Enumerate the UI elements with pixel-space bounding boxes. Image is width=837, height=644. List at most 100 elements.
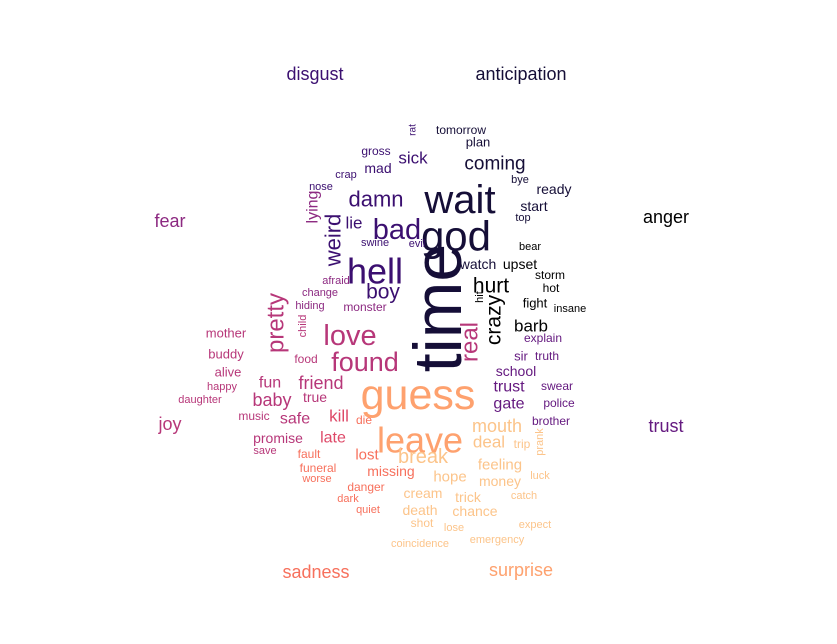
- cloud-word-coming: coming: [464, 154, 525, 175]
- cloud-word-danger: danger: [347, 480, 384, 494]
- cloud-word-mother: mother: [206, 326, 247, 341]
- category-labels: disgust anticipation fear anger joy trus…: [154, 64, 689, 582]
- cloud-word-alive: alive: [215, 365, 242, 380]
- cloud-word-worse: worse: [301, 473, 331, 485]
- cloud-word-sick: sick: [398, 149, 428, 168]
- cloud-word-die: die: [356, 413, 372, 427]
- cloud-word-dark: dark: [337, 493, 359, 505]
- cloud-word-daughter: daughter: [178, 394, 222, 406]
- cloud-word-top: top: [515, 212, 530, 224]
- cloud-word-fun: fun: [259, 375, 281, 392]
- cloud-word-feeling: feeling: [478, 457, 522, 474]
- cloud-word-luck: luck: [530, 470, 550, 482]
- category-label-anticipation: anticipation: [475, 64, 566, 84]
- category-label-disgust: disgust: [286, 64, 343, 84]
- cloud-word-storm: storm: [535, 268, 565, 282]
- cloud-word-trip: trip: [514, 437, 531, 451]
- cloud-word-truth: truth: [535, 349, 559, 363]
- cloud-word-money: money: [479, 473, 521, 489]
- cloud-word-afraid: afraid: [322, 275, 350, 287]
- cloud-word-catch: catch: [511, 490, 537, 502]
- cloud-word-explain: explain: [524, 331, 562, 345]
- cloud-word-brother: brother: [532, 414, 570, 428]
- cloud-word-pretty: pretty: [263, 293, 290, 353]
- category-label-trust: trust: [648, 416, 683, 436]
- cloud-word-weird: weird: [321, 214, 346, 268]
- cloud-word-nose: nose: [309, 181, 333, 193]
- cloud-word-upset: upset: [503, 256, 537, 272]
- cloud-word-trust: trust: [493, 379, 525, 396]
- cloud-word-swear: swear: [541, 379, 573, 393]
- cloud-word-watch: watch: [459, 256, 497, 272]
- cloud-word-happy: happy: [207, 381, 237, 393]
- cloud-word-quiet: quiet: [356, 504, 380, 516]
- cloud-word-music: music: [238, 409, 269, 423]
- cloud-word-god: god: [421, 213, 491, 260]
- cloud-word-found: found: [331, 347, 399, 377]
- cloud-word-fight: fight: [523, 296, 548, 311]
- cloud-word-lost: lost: [355, 447, 379, 464]
- cloud-word-gross: gross: [361, 144, 390, 158]
- cloud-word-promise: promise: [253, 430, 303, 446]
- cloud-word-plan: plan: [466, 135, 491, 150]
- cloud-word-insane: insane: [554, 303, 586, 315]
- cloud-word-deal: deal: [473, 433, 505, 452]
- cloud-word-bad: bad: [373, 214, 421, 246]
- cloud-word-hell: hell: [347, 251, 403, 292]
- cloud-word-friend: friend: [298, 373, 343, 393]
- cloud-word-hope: hope: [433, 469, 466, 486]
- cloud-word-gate: gate: [493, 396, 524, 413]
- cloud-word-rat: rat: [408, 124, 419, 136]
- cloud-word-tomorrow: tomorrow: [436, 123, 486, 137]
- cloud-word-shot: shot: [411, 516, 434, 530]
- cloud-word-wait: wait: [423, 178, 495, 222]
- category-label-fear: fear: [154, 211, 185, 231]
- cloud-word-bye: bye: [511, 174, 529, 186]
- category-label-anger: anger: [643, 207, 689, 227]
- cloud-word-swine: swine: [361, 237, 389, 249]
- cloud-word-damn: damn: [348, 187, 403, 212]
- cloud-word-save: save: [253, 445, 276, 457]
- cloud-word-start: start: [520, 198, 547, 214]
- cloud-word-lie: lie: [345, 214, 362, 233]
- cloud-word-evil: evil: [409, 238, 426, 250]
- cloud-word-monster: monster: [343, 300, 386, 314]
- cloud-word-true: true: [303, 389, 327, 405]
- cloud-word-time: time: [400, 244, 476, 372]
- cloud-word-child: child: [297, 315, 309, 338]
- cloud-word-trick: trick: [455, 489, 482, 505]
- cloud-word-death: death: [402, 502, 437, 518]
- cloud-word-break: break: [398, 446, 449, 468]
- cloud-word-crap: crap: [335, 169, 356, 181]
- cloud-word-cream: cream: [404, 485, 443, 501]
- cloud-word-chance: chance: [452, 503, 497, 519]
- cloud-word-expect: expect: [519, 519, 551, 531]
- cloud-word-mad: mad: [364, 160, 391, 176]
- category-label-joy: joy: [157, 414, 181, 434]
- cloud-word-barb: barb: [514, 317, 548, 336]
- cloud-word-hurt: hurt: [473, 275, 509, 298]
- cloud-word-kill: kill: [329, 407, 349, 426]
- cloud-word-fault: fault: [298, 447, 321, 461]
- cloud-word-late: late: [320, 430, 346, 447]
- cloud-word-coincidence: coincidence: [391, 538, 449, 550]
- category-label-sadness: sadness: [282, 562, 349, 582]
- cloud-word-mouth: mouth: [472, 416, 522, 436]
- cloud-word-sir: sir: [514, 349, 528, 364]
- cloud-word-change: change: [302, 287, 338, 299]
- category-label-surprise: surprise: [489, 560, 553, 580]
- cloud-word-guess: guess: [361, 371, 476, 419]
- cloud-word-boy: boy: [366, 281, 400, 304]
- cloud-word-emergency: emergency: [470, 534, 525, 546]
- cloud-word-hot: hot: [543, 281, 560, 295]
- cloud-word-prank: prank: [534, 428, 546, 456]
- cloud-word-hit: hit: [474, 291, 486, 303]
- cloud-word-safe: safe: [280, 411, 310, 428]
- cloud-word-lying: lying: [305, 191, 322, 224]
- cloud-word-lose: lose: [444, 522, 464, 534]
- cloud-word-love: love: [323, 320, 376, 352]
- cloud-word-police: police: [543, 396, 575, 410]
- cloud-word-leave: leave: [377, 420, 463, 461]
